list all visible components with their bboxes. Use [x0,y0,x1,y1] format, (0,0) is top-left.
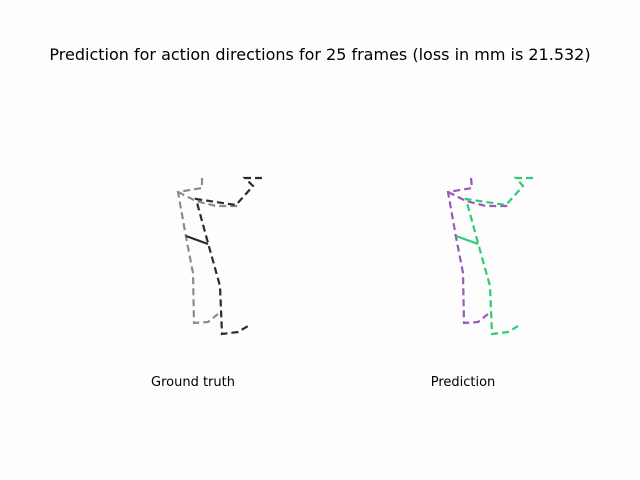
gt-right-limbs [194,176,262,336]
gt-right-arm-segment [185,234,209,246]
gt-left-limbs [176,178,219,325]
prediction-caption: Prediction [430,375,496,390]
figure-title: Prediction for action directions for 25 … [49,45,591,64]
pred-left-limbs [446,177,489,325]
pred-right-limbs [464,176,533,336]
ground-truth-skeleton [176,176,262,336]
ground-truth-caption: Ground truth [151,375,235,390]
pred-right-arm-segment [455,234,479,246]
prediction-skeleton [446,176,533,336]
